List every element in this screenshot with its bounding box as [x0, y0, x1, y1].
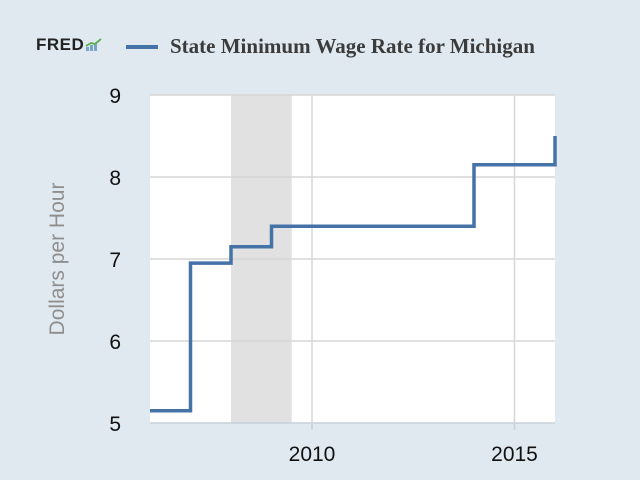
fred-chart-icon: [85, 38, 102, 51]
y-tick-label: 8: [109, 167, 121, 190]
y-tick-label: 6: [109, 331, 121, 354]
y-tick-label: 9: [109, 85, 121, 108]
fred-logo-text: FRED: [36, 35, 85, 54]
legend-label: State Minimum Wage Rate for Michigan: [170, 34, 535, 58]
y-tick-label: 7: [109, 249, 121, 272]
x-tick-label: 2010: [289, 443, 336, 466]
legend-swatch: [126, 44, 158, 49]
series-line: [150, 136, 557, 413]
y-tick-label: 5: [109, 413, 121, 436]
fred-logo[interactable]: FRED: [36, 35, 103, 55]
x-tick-label: 2015: [491, 443, 538, 466]
chart-header: FRED State Minimum Wage Rate for Michiga…: [0, 0, 640, 90]
y-axis-label: Dollars per Hour: [46, 182, 69, 336]
legend: State Minimum Wage Rate for Michigan: [126, 34, 535, 59]
